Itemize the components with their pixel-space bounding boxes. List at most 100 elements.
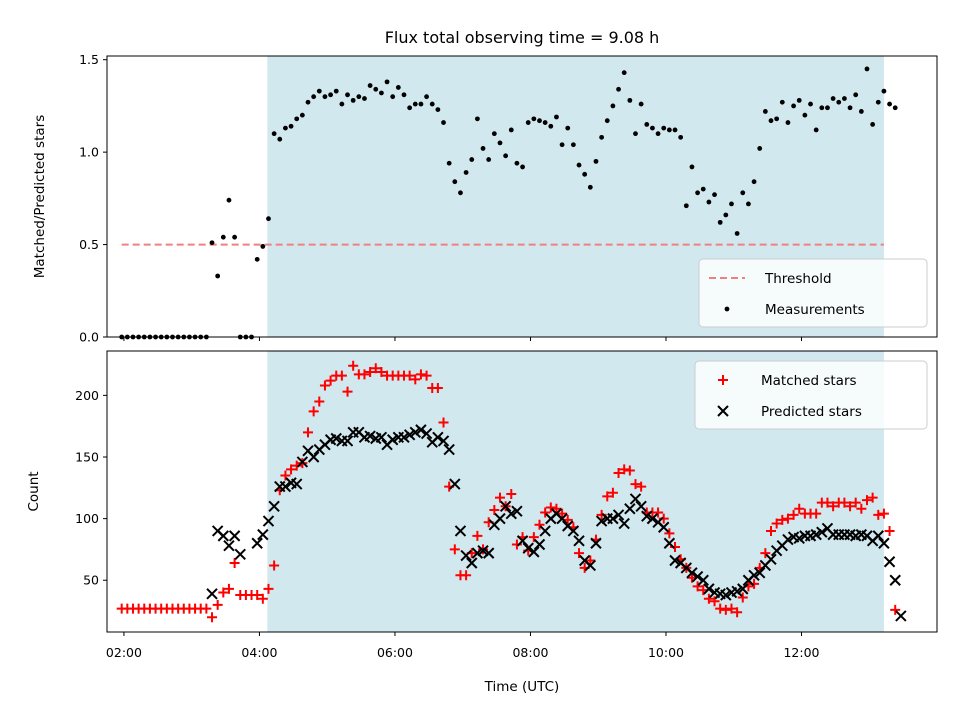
data-point [226, 197, 232, 203]
data-point [386, 434, 399, 446]
series-predicted-stars [206, 424, 907, 622]
data-point [813, 127, 819, 133]
data-point [604, 118, 610, 124]
data-point [505, 507, 517, 520]
data-point [737, 592, 748, 603]
data-point [234, 548, 246, 561]
data-point [892, 105, 898, 111]
data-point [875, 99, 881, 105]
data-point [452, 179, 458, 185]
data-point [612, 509, 625, 521]
data-point [616, 86, 621, 92]
data-point [348, 360, 359, 371]
data-point [828, 501, 839, 512]
data-point [217, 530, 230, 542]
data-point [220, 234, 226, 240]
data-point [895, 610, 907, 622]
data-point [607, 512, 619, 525]
data-point [697, 574, 709, 586]
data-point [731, 585, 743, 598]
data-point [271, 131, 277, 137]
data-point [415, 424, 427, 436]
panel-2: 50 100 150 200 02:00 04:00 06:00 08:00 10:00 12:0… [26, 350, 938, 660]
data-point [720, 589, 732, 601]
data-point [669, 554, 681, 567]
data-point [506, 488, 517, 499]
data-point [802, 112, 808, 118]
data-point [454, 525, 467, 537]
data-point [303, 427, 314, 438]
data-point [847, 105, 853, 111]
y-axis-label: Matched/Predicted stars [32, 115, 48, 278]
legend-label: Measurements [765, 302, 865, 318]
y-tick-label: 100 [75, 511, 99, 526]
data-point [299, 112, 305, 118]
data-point [494, 512, 506, 525]
data-point [825, 105, 830, 111]
data-point [489, 504, 500, 515]
data-point [545, 502, 556, 513]
y-axis-label: Count [26, 471, 42, 511]
data-point [283, 125, 288, 131]
data-point [333, 88, 339, 94]
data-point [703, 593, 714, 604]
data-point [887, 101, 892, 107]
axes-frame [106, 55, 938, 338]
data-point [228, 530, 241, 542]
data-point [480, 146, 486, 151]
x-tick-label: 02:00 [106, 645, 142, 660]
data-point [263, 583, 274, 594]
data-point [819, 105, 825, 111]
data-point [621, 70, 627, 76]
data-point [590, 537, 602, 549]
data-point [508, 127, 514, 133]
data-point [692, 581, 703, 592]
data-point [872, 530, 884, 542]
data-point [889, 574, 901, 586]
data-point [839, 497, 850, 508]
data-point [418, 101, 424, 107]
legend-label: Predicted stars [761, 404, 862, 420]
data-point [514, 160, 520, 166]
data-point [858, 109, 864, 114]
data-point [342, 386, 353, 397]
data-point [528, 532, 539, 543]
data-point [689, 164, 695, 170]
data-point [362, 96, 367, 101]
data-point [533, 538, 546, 551]
data-point [461, 570, 472, 581]
data-point [432, 382, 443, 393]
data-point [404, 370, 415, 381]
data-point [619, 464, 630, 475]
data-point [420, 427, 433, 440]
data-point [811, 508, 822, 519]
data-point [482, 547, 495, 559]
data-point [830, 96, 836, 101]
data-point [212, 599, 223, 610]
data-point [810, 528, 822, 541]
data-point [793, 532, 805, 545]
data-point [477, 544, 489, 557]
data-point [294, 116, 300, 122]
data-point [576, 162, 582, 168]
data-point [525, 120, 531, 125]
data-point [277, 136, 283, 142]
data-point [816, 526, 828, 538]
data-point [390, 94, 396, 100]
data-point [286, 464, 297, 475]
data-point [717, 219, 723, 225]
data-point [610, 103, 616, 109]
data-point [762, 109, 768, 114]
data-point [548, 123, 554, 129]
data-point [779, 99, 785, 105]
data-point [325, 375, 336, 386]
data-point [460, 549, 472, 562]
data-point [384, 79, 390, 85]
data-point [438, 417, 449, 428]
data-point [223, 540, 235, 552]
data-point [782, 513, 793, 524]
data-point [629, 493, 642, 505]
data-point [765, 553, 777, 565]
data-point [254, 256, 260, 262]
data-point [686, 567, 698, 579]
